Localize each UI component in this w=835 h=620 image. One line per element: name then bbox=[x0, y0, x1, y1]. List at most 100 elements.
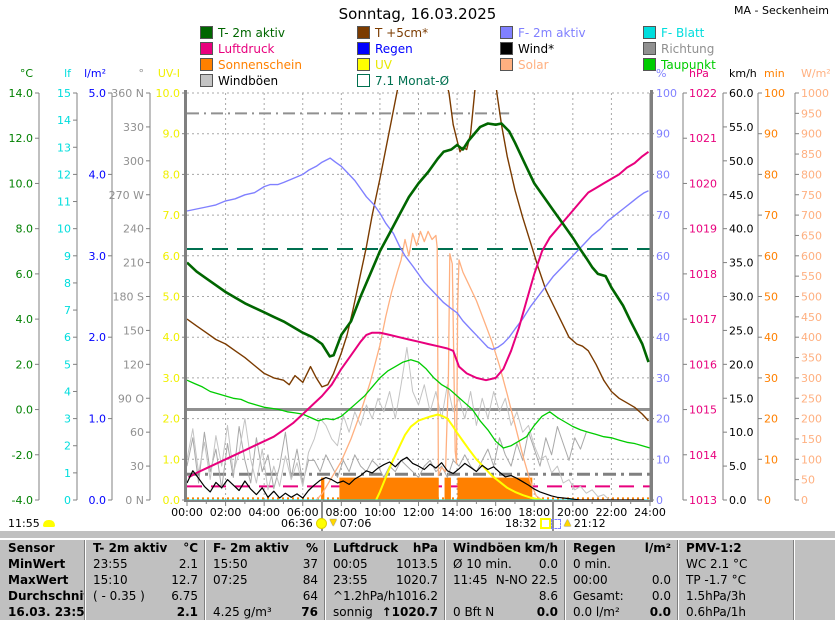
series-uv bbox=[375, 413, 545, 500]
sun-moon-marker: ▲ 21:12 bbox=[551, 517, 609, 530]
legend-swatch-icon bbox=[643, 58, 656, 71]
sunshine-block bbox=[321, 477, 325, 500]
table-cell bbox=[793, 588, 835, 604]
axis-tick-label: 2.0 bbox=[163, 413, 181, 426]
axis-tick-label: 2.0 bbox=[16, 358, 34, 371]
axis-tick-label: 210 bbox=[123, 257, 144, 270]
x-axis-label: 22:00 bbox=[596, 506, 628, 519]
axis-tick-label: 750 bbox=[801, 189, 822, 202]
marker-time: 07:06 bbox=[339, 517, 372, 530]
legend-swatch-icon bbox=[200, 58, 213, 71]
axis-tick-label: 1022 bbox=[689, 87, 717, 100]
table-cell: 07:25 84 bbox=[204, 572, 324, 588]
x-axis-label: 02:00 bbox=[210, 506, 242, 519]
legend-label: T +5cm* bbox=[375, 25, 429, 40]
axis-tick-label: 10.0 bbox=[9, 177, 34, 190]
axis-tick-label: 270 W bbox=[109, 189, 144, 202]
axis-tick-label: 330 bbox=[123, 121, 144, 134]
axis-tick-label: 7.0 bbox=[163, 209, 181, 222]
axis-tick-label: 1000 bbox=[801, 87, 829, 100]
table-row-label: Durchschnitt bbox=[8, 589, 84, 603]
axis-tick-label: 80 bbox=[656, 168, 670, 181]
axis-tick-label: 1017 bbox=[689, 313, 717, 326]
axis-tick-label: 0.0 bbox=[163, 494, 181, 507]
axis-tick-label: 80 bbox=[764, 168, 778, 181]
axis-unit-sunshine: min bbox=[764, 67, 785, 80]
table-cell: 2.1 bbox=[84, 604, 204, 620]
axis-tick-label: 3.0 bbox=[163, 372, 181, 385]
axis-tick-label: 1013 bbox=[689, 494, 717, 507]
table-cell: Gesamt: 0.0 bbox=[564, 588, 677, 604]
legend-label: Luftdruck bbox=[218, 41, 275, 56]
axis-tick-label: 15 bbox=[57, 87, 71, 100]
legend-swatch-icon bbox=[357, 26, 370, 39]
legend-label: Wind* bbox=[518, 41, 555, 56]
table-cell: 0.6hPa/1h bbox=[677, 604, 793, 620]
axis-tick-label: 0.0 bbox=[729, 494, 747, 507]
legend-label: Taupunkt bbox=[661, 57, 716, 72]
axis-tick-label: 10 bbox=[656, 453, 670, 466]
axis-tick-label: 60 bbox=[656, 250, 670, 263]
marker-time: 06:36 bbox=[281, 517, 313, 530]
table-cell: 4.25 g/m³ 76 bbox=[204, 604, 324, 620]
axis-tick-label: 900 bbox=[801, 128, 822, 141]
table-header-cell: Windböen km/h bbox=[444, 540, 564, 556]
legend-swatch-icon bbox=[200, 26, 213, 39]
axis-tick-label: 0 bbox=[801, 494, 808, 507]
table-cell: Ø 10 min. 0.0 bbox=[444, 556, 564, 572]
legend-swatch-icon bbox=[357, 74, 370, 87]
table-cell bbox=[793, 556, 835, 572]
axis-tick-label: 600 bbox=[801, 250, 822, 263]
axis-tick-label: 15.0 bbox=[729, 392, 754, 405]
table-header-cell: T- 2m aktiv °C bbox=[84, 540, 204, 556]
axis-tick-label: 100 bbox=[764, 87, 785, 100]
axis-tick-label: 1.0 bbox=[89, 413, 107, 426]
axis-tick-label: 300 bbox=[801, 372, 822, 385]
x-axis-label: 14:00 bbox=[441, 506, 473, 519]
sunshine-block bbox=[444, 477, 451, 500]
axis-tick-label: 0 bbox=[764, 494, 771, 507]
axis-tick-label: 550 bbox=[801, 270, 822, 283]
x-axis-label: 08:00 bbox=[325, 506, 357, 519]
axis-tick-label: 35.0 bbox=[729, 257, 754, 270]
axis-unit-temperature: °C bbox=[20, 67, 34, 80]
axis-tick-label: 0.0 bbox=[89, 494, 107, 507]
axis-tick-label: 1015 bbox=[689, 404, 717, 417]
axis-tick-label: 60.0 bbox=[729, 87, 754, 100]
arrow-up-icon: ▲ bbox=[564, 518, 571, 528]
table-cell: ( - 0.35 ) 6.75 bbox=[84, 588, 204, 604]
legend-swatch-icon bbox=[200, 74, 213, 87]
legend-swatch-icon bbox=[500, 26, 513, 39]
x-axis-label: 16:00 bbox=[480, 506, 512, 519]
axis-tick-label: 90 O bbox=[118, 392, 144, 405]
x-axis-label: 04:00 bbox=[248, 506, 280, 519]
axis-unit-wind-speed: km/h bbox=[729, 67, 757, 80]
table-cell: 0 min. bbox=[564, 556, 677, 572]
axis-tick-label: 60 bbox=[130, 426, 144, 439]
axis-tick-label: 90 bbox=[764, 128, 778, 141]
sun-moon-marker-row: 11:55 06:36 ▼ 07:06 18:32 ▲ 21:12 bbox=[0, 517, 835, 531]
axis-tick-label: 6 bbox=[64, 331, 71, 344]
table-cell: 00:00 0.0 bbox=[564, 572, 677, 588]
axis-tick-label: 3.0 bbox=[89, 250, 107, 263]
legend-item: Wind* bbox=[500, 41, 555, 56]
station-label: MA - Seckenheim bbox=[733, 4, 829, 17]
axis-tick-label: 40 bbox=[656, 331, 670, 344]
axis-tick-label: 180 S bbox=[113, 291, 144, 304]
axis-tick-label: 14.0 bbox=[9, 87, 34, 100]
table-cell: sonnig ↑1020.7 bbox=[324, 604, 444, 620]
axis-unit-leaf-humidity: lf bbox=[64, 67, 72, 80]
axis-tick-label: 5.0 bbox=[89, 87, 107, 100]
legend-item: Taupunkt bbox=[643, 57, 716, 72]
axis-tick-label: 150 bbox=[123, 324, 144, 337]
table-header-cell: Luftdruck hPa bbox=[324, 540, 444, 556]
axis-tick-label: 250 bbox=[801, 392, 822, 405]
axis-tick-label: 350 bbox=[801, 352, 822, 365]
legend-swatch-icon bbox=[200, 42, 213, 55]
sun-moon-marker: 06:36 ▼ 07:06 bbox=[281, 517, 374, 530]
axis-tick-label: 5.0 bbox=[163, 291, 181, 304]
legend-swatch-icon bbox=[643, 26, 656, 39]
series-windboeen bbox=[186, 346, 645, 500]
axis-tick-label: 1020 bbox=[689, 177, 717, 190]
